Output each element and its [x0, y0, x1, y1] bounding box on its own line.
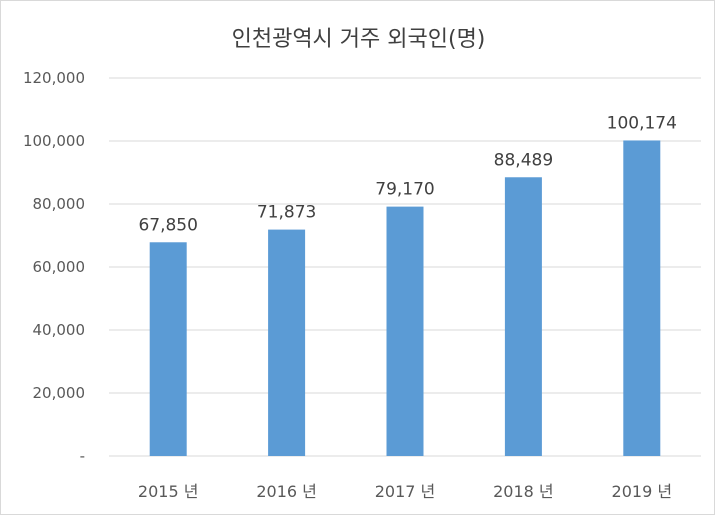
bar [268, 229, 306, 456]
data-labels: 67,850 71,873 79,170 88,489 100,174 [138, 113, 676, 235]
data-label: 79,170 [375, 180, 434, 200]
y-tick-label: 100,000 [23, 132, 85, 150]
y-tick-label: 120,000 [23, 69, 85, 87]
x-tick-label: 2018 년 [493, 482, 554, 501]
data-label: 88,489 [494, 150, 553, 170]
y-axis: - 20,000 40,000 60,000 80,000 100,000 120,000 [23, 69, 85, 465]
bar [386, 206, 424, 456]
bar [149, 242, 187, 456]
x-tick-label: 2016 년 [256, 482, 317, 501]
y-tick-label: 20,000 [33, 384, 86, 402]
x-tick-label: 2015 년 [138, 482, 199, 501]
data-label: 67,850 [138, 215, 197, 235]
data-label: 100,174 [607, 113, 677, 133]
y-tick-label: 60,000 [33, 258, 86, 276]
y-tick-label: 40,000 [33, 321, 86, 339]
x-tick-label: 2019 년 [612, 482, 673, 501]
bar [504, 177, 542, 456]
x-axis: 2015 년 2016 년 2017 년 2018 년 2019 년 [138, 482, 672, 501]
y-tick-label: 80,000 [33, 195, 86, 213]
bars [149, 140, 661, 456]
chart-title: 인천광역시 거주 외국인(명) [231, 27, 486, 52]
data-label: 71,873 [257, 203, 316, 223]
bar [623, 140, 661, 456]
y-tick-label: - [80, 447, 85, 465]
x-tick-label: 2017 년 [375, 482, 436, 501]
